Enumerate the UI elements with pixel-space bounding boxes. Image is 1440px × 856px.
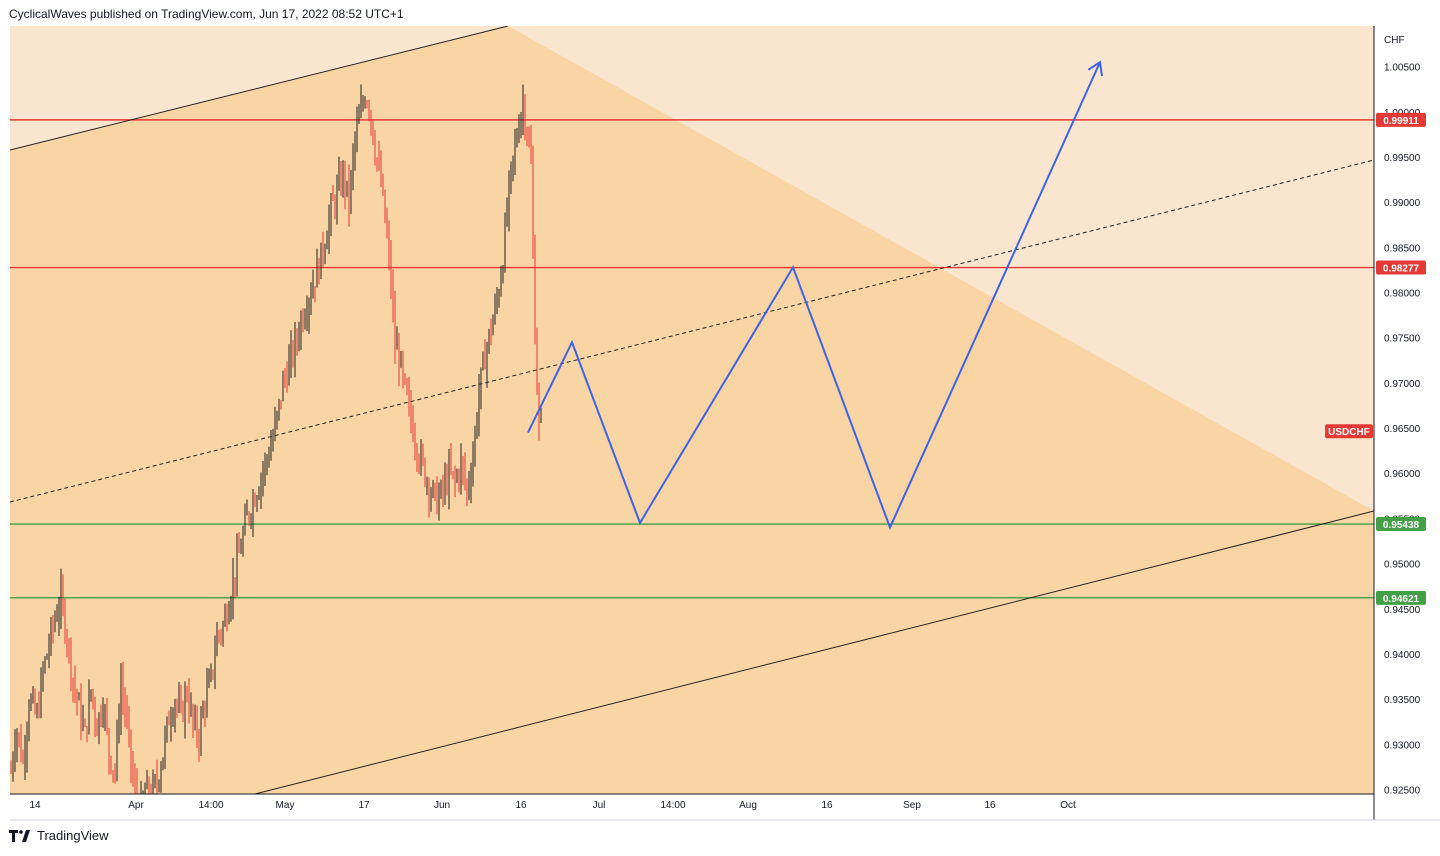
y-tick-label: 0.93500 xyxy=(1384,695,1421,706)
y-tick-label: 0.99000 xyxy=(1384,198,1421,209)
y-tick-label: 0.97000 xyxy=(1384,379,1421,390)
x-tick-label: Sep xyxy=(903,800,921,811)
chart-background xyxy=(10,26,1374,794)
x-tick-label: May xyxy=(276,800,295,811)
x-tick-label: Jul xyxy=(593,800,606,811)
footer-brand: TradingView xyxy=(37,828,109,843)
currency-label: CHF xyxy=(1384,35,1405,46)
axes: CHF1.005001.000000.995000.990000.985000.… xyxy=(10,26,1440,821)
y-tick-label: 0.98500 xyxy=(1384,243,1421,254)
y-tick-label: 0.93000 xyxy=(1384,740,1421,751)
y-tick-label: 0.99500 xyxy=(1384,153,1421,164)
x-tick-label: Oct xyxy=(1060,800,1076,811)
x-tick-label: Aug xyxy=(739,800,757,811)
x-tick-label: 16 xyxy=(984,800,996,811)
horizontal-levels xyxy=(10,119,1374,599)
x-tick-label: 14:00 xyxy=(660,800,685,811)
y-tick-label: 0.95000 xyxy=(1384,560,1421,571)
x-tick-label: 14:00 xyxy=(198,800,223,811)
x-tick-label: 14 xyxy=(29,800,41,811)
x-tick-label: 17 xyxy=(358,800,370,811)
y-tick-label: 0.97500 xyxy=(1384,334,1421,345)
y-tick-label: 0.94500 xyxy=(1384,605,1421,616)
trendlines xyxy=(10,26,1374,794)
symbol-tag xyxy=(1325,424,1373,439)
projection-path xyxy=(527,60,1103,531)
y-tick-label: 1.00500 xyxy=(1384,63,1421,74)
y-tick-label: 0.96000 xyxy=(1384,469,1421,480)
projection-arrowhead xyxy=(1087,60,1103,77)
channel-lower-line xyxy=(254,510,1374,794)
channel-median-line xyxy=(10,159,1374,503)
y-tick-label: 0.94000 xyxy=(1384,650,1421,661)
price-level-tag-label: 0.99911 xyxy=(1383,116,1419,127)
x-tick-label: Jun xyxy=(434,800,450,811)
projection-line xyxy=(527,61,1101,531)
y-tick-label: 0.98000 xyxy=(1384,289,1421,300)
candles xyxy=(10,84,542,794)
x-tick-label: Apr xyxy=(128,800,144,811)
price-level-tag-label: 0.94621 xyxy=(1383,594,1420,605)
price-level-tag xyxy=(1376,260,1426,275)
x-tick-label: 16 xyxy=(821,800,833,811)
price-level-tag xyxy=(1376,517,1426,532)
price-level-tag xyxy=(1376,590,1426,605)
price-level-tag-label: 0.95438 xyxy=(1383,520,1420,531)
publish-attribution: CyclicalWaves published on TradingView.c… xyxy=(9,7,404,21)
symbol-tag-label: USDCHF xyxy=(1328,427,1370,438)
channel-upper-line xyxy=(10,26,509,151)
y-tick-label: 0.96500 xyxy=(1384,424,1421,435)
price-level-tag-label: 0.98277 xyxy=(1383,264,1420,275)
footer: TradingView xyxy=(9,828,109,843)
price-level-tag xyxy=(1376,112,1426,127)
channel-area xyxy=(10,26,1374,794)
tradingview-logo-icon xyxy=(9,829,30,842)
y-tick-label: 0.92500 xyxy=(1384,785,1421,796)
x-tick-label: 16 xyxy=(515,800,527,811)
